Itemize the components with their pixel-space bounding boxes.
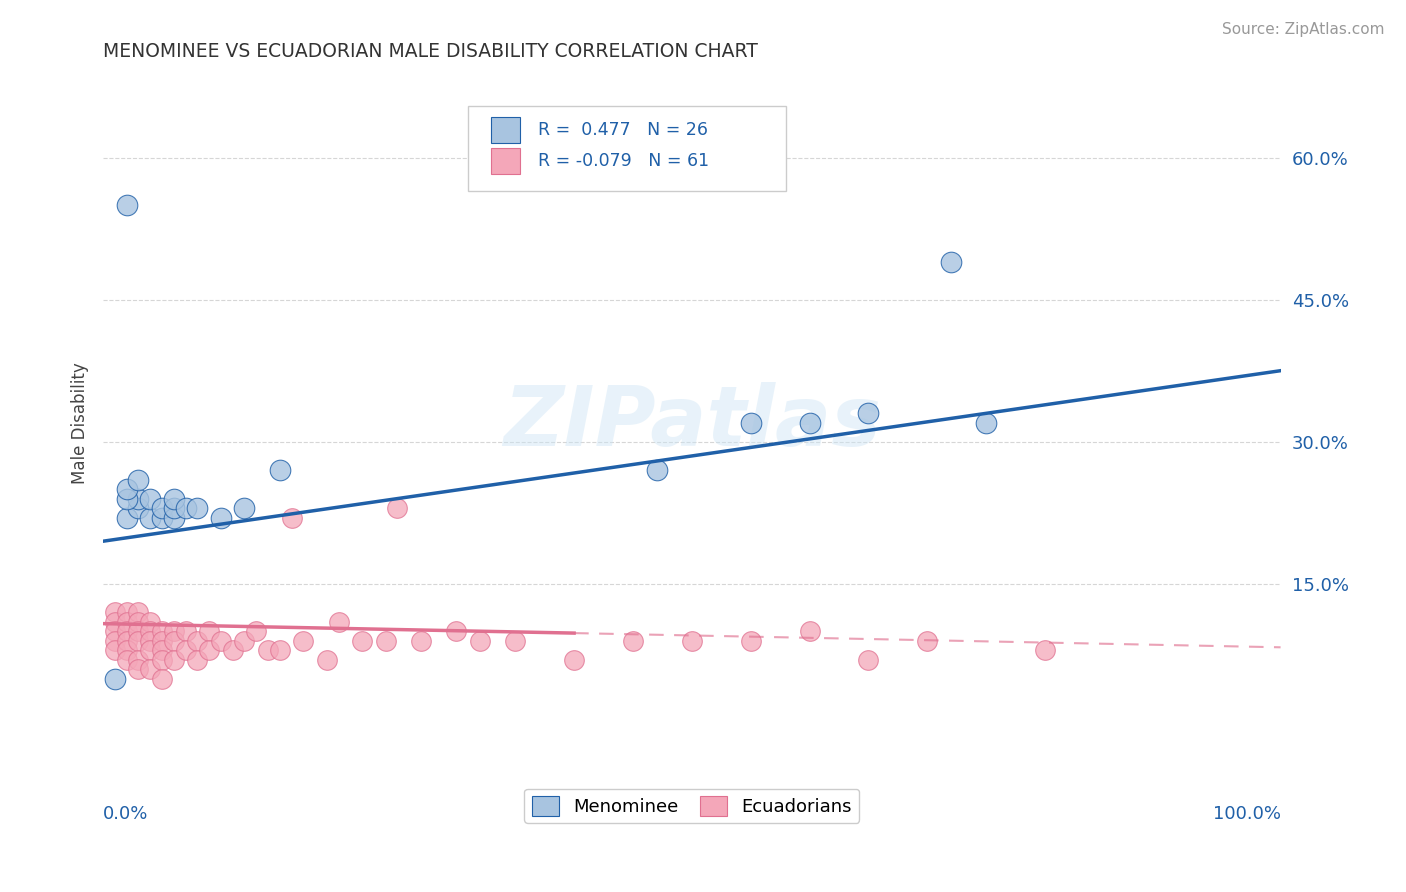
Point — [104, 605, 127, 619]
Point — [174, 624, 197, 639]
Point — [104, 672, 127, 686]
Point — [740, 633, 762, 648]
Point — [221, 643, 243, 657]
Point — [939, 254, 962, 268]
Point — [621, 633, 644, 648]
Point — [858, 652, 880, 666]
Point — [917, 633, 939, 648]
Bar — [491, 117, 520, 143]
Point — [150, 624, 173, 639]
Point — [150, 633, 173, 648]
Point — [233, 501, 256, 516]
Text: R =  0.477   N = 26: R = 0.477 N = 26 — [537, 121, 707, 139]
Point — [115, 491, 138, 506]
Point — [174, 643, 197, 657]
Point — [163, 652, 186, 666]
Point — [115, 615, 138, 629]
Point — [139, 624, 162, 639]
Point — [115, 510, 138, 524]
Point — [1033, 643, 1056, 657]
Point — [280, 510, 302, 524]
Point — [503, 633, 526, 648]
Text: Source: ZipAtlas.com: Source: ZipAtlas.com — [1222, 22, 1385, 37]
Point — [163, 510, 186, 524]
Point — [150, 652, 173, 666]
Point — [186, 652, 208, 666]
Point — [127, 662, 149, 676]
Point — [328, 615, 350, 629]
Point — [115, 643, 138, 657]
Point — [257, 643, 280, 657]
Point — [245, 624, 267, 639]
Point — [163, 501, 186, 516]
Y-axis label: Male Disability: Male Disability — [72, 362, 89, 483]
Point — [104, 643, 127, 657]
Point — [139, 491, 162, 506]
Point — [799, 416, 821, 430]
Point — [387, 501, 409, 516]
Point — [150, 501, 173, 516]
Point — [374, 633, 396, 648]
Text: 100.0%: 100.0% — [1212, 805, 1281, 822]
Point — [115, 482, 138, 496]
Point — [127, 633, 149, 648]
Point — [446, 624, 468, 639]
Point — [115, 652, 138, 666]
Point — [198, 624, 221, 639]
Text: MENOMINEE VS ECUADORIAN MALE DISABILITY CORRELATION CHART: MENOMINEE VS ECUADORIAN MALE DISABILITY … — [103, 42, 758, 61]
Point — [139, 662, 162, 676]
Point — [163, 491, 186, 506]
Point — [858, 406, 880, 420]
Point — [681, 633, 703, 648]
Point — [233, 633, 256, 648]
Text: 0.0%: 0.0% — [103, 805, 149, 822]
Point — [186, 633, 208, 648]
Point — [127, 491, 149, 506]
Text: R = -0.079   N = 61: R = -0.079 N = 61 — [537, 152, 709, 169]
Point — [127, 605, 149, 619]
Point — [209, 633, 232, 648]
Point — [115, 198, 138, 212]
Point — [139, 643, 162, 657]
Point — [163, 633, 186, 648]
Point — [645, 463, 668, 477]
Point — [186, 501, 208, 516]
Point — [409, 633, 432, 648]
Point — [269, 463, 291, 477]
Point — [740, 416, 762, 430]
Point — [115, 624, 138, 639]
Point — [104, 624, 127, 639]
Point — [127, 501, 149, 516]
Point — [562, 652, 585, 666]
Point — [209, 510, 232, 524]
Point — [468, 633, 491, 648]
Point — [174, 501, 197, 516]
Point — [198, 643, 221, 657]
Point — [163, 624, 186, 639]
Legend: Menominee, Ecuadorians: Menominee, Ecuadorians — [524, 789, 859, 823]
Point — [269, 643, 291, 657]
Point — [127, 624, 149, 639]
Point — [115, 605, 138, 619]
Text: ZIPatlas: ZIPatlas — [503, 383, 880, 463]
Point — [974, 416, 997, 430]
FancyBboxPatch shape — [468, 105, 786, 191]
Point — [139, 633, 162, 648]
Point — [115, 633, 138, 648]
Bar — [491, 148, 520, 174]
Point — [104, 615, 127, 629]
Point — [150, 672, 173, 686]
Point — [150, 643, 173, 657]
Point — [352, 633, 374, 648]
Point — [127, 615, 149, 629]
Point — [127, 652, 149, 666]
Point — [292, 633, 315, 648]
Point — [139, 615, 162, 629]
Point — [150, 510, 173, 524]
Point — [799, 624, 821, 639]
Point — [104, 633, 127, 648]
Point — [315, 652, 337, 666]
Point — [139, 510, 162, 524]
Point — [127, 473, 149, 487]
